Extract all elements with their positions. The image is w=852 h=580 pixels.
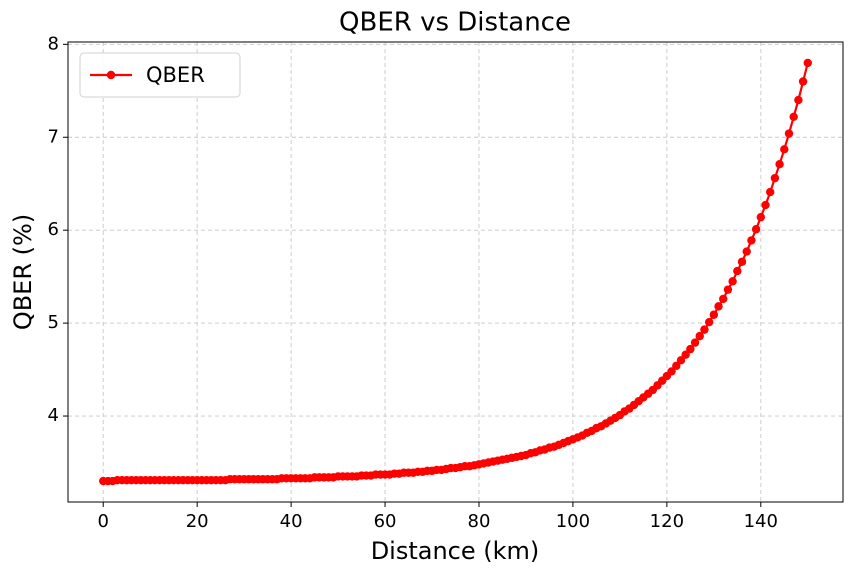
data-point [686, 344, 695, 354]
x-tick-label: 20 [186, 511, 209, 532]
chart-title: QBER vs Distance [339, 8, 571, 38]
y-tick-label: 7 [48, 126, 59, 147]
y-tick-label: 5 [48, 312, 59, 333]
x-tick-label: 120 [650, 511, 684, 532]
legend-box [79, 52, 241, 98]
data-point [742, 247, 751, 256]
data-point [714, 302, 723, 311]
data-point [737, 257, 747, 266]
plot-frame [67, 41, 844, 503]
data-point [704, 317, 714, 327]
data-point [728, 277, 737, 286]
data-point [690, 338, 700, 347]
data-point [765, 187, 775, 197]
x-axis-label: Distance (km) [371, 537, 540, 565]
y-tick-label: 6 [48, 219, 59, 240]
data-point [667, 367, 676, 376]
data-point [798, 77, 808, 86]
data-line [103, 62, 809, 483]
y-axis-label: QBER (%) [9, 214, 37, 330]
legend-label: QBER [146, 63, 205, 87]
data-point [709, 310, 719, 319]
data-point [751, 225, 761, 234]
x-tick-label: 140 [744, 511, 778, 532]
y-tick-label: 8 [48, 33, 59, 54]
legend-marker [106, 70, 116, 80]
y-tick-label: 4 [48, 405, 59, 426]
data-point [803, 58, 812, 68]
x-tick-label: 60 [374, 511, 397, 532]
data-point [681, 350, 690, 359]
data-point [695, 331, 704, 341]
x-tick-label: 100 [556, 511, 590, 532]
data-point [676, 356, 686, 365]
data-point [723, 285, 733, 294]
data-point [784, 129, 794, 138]
data-point [794, 95, 803, 105]
data-point [761, 200, 770, 210]
x-tick-label: 40 [280, 511, 303, 532]
x-tick-label: 0 [98, 511, 109, 532]
data-point [770, 173, 780, 183]
data-point [747, 236, 756, 245]
data-point [719, 294, 728, 304]
x-tick-label: 80 [468, 511, 491, 532]
data-point [756, 212, 766, 222]
data-point [733, 266, 742, 276]
data-point [700, 325, 709, 334]
data-point [672, 361, 681, 371]
data-point [775, 160, 784, 169]
data-point [789, 112, 798, 122]
data-point [780, 145, 789, 154]
